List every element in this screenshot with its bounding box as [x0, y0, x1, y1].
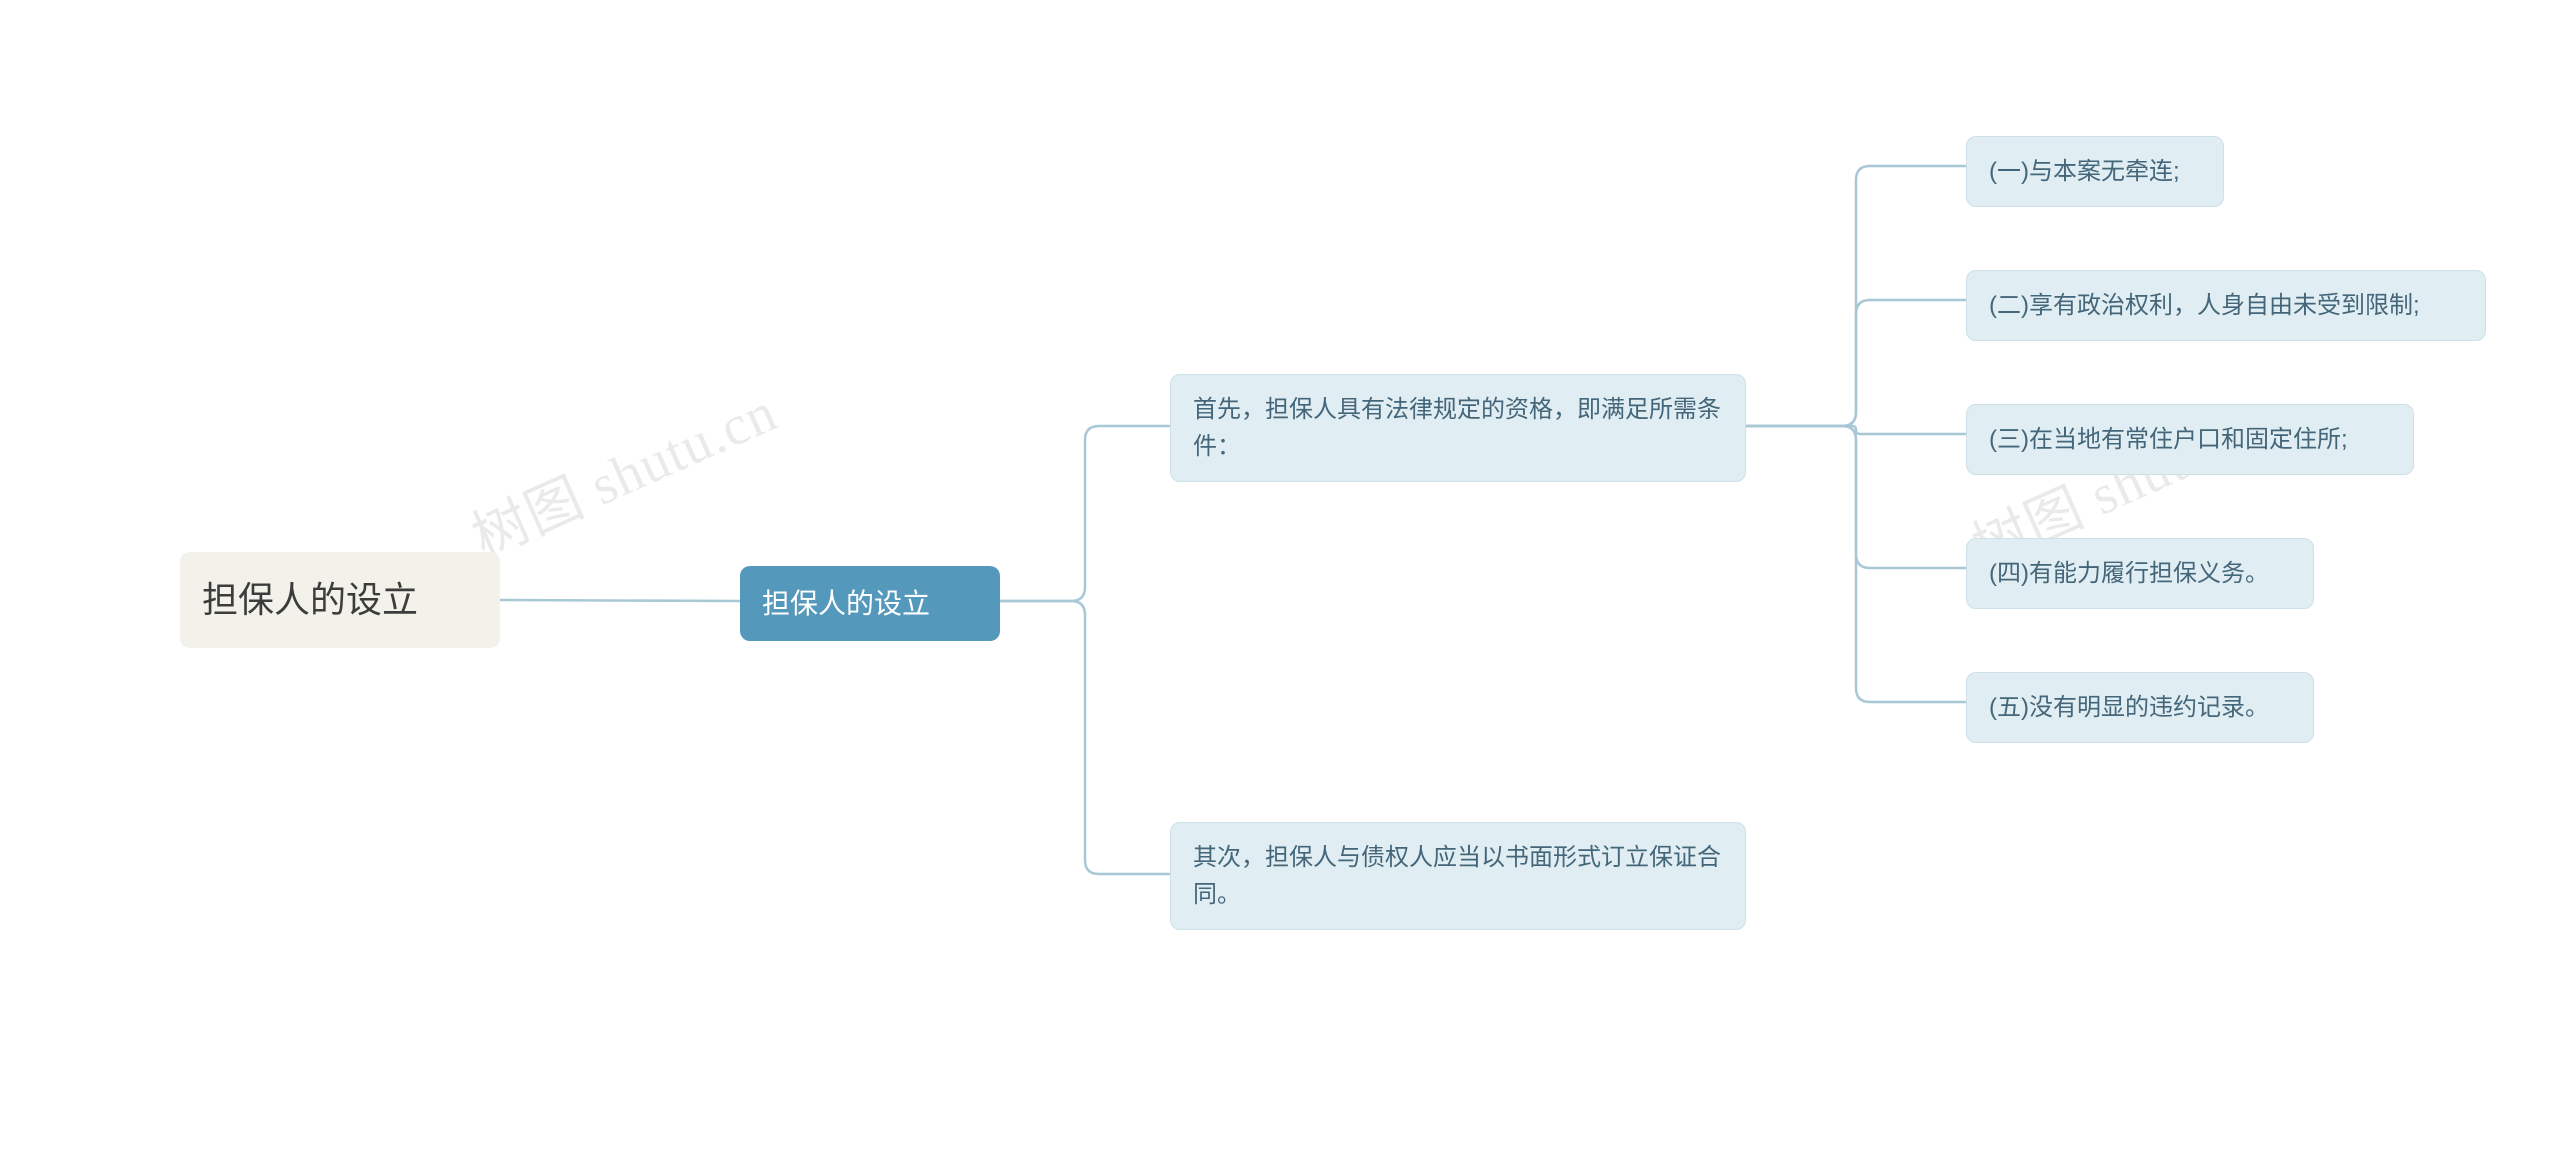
level2-node-conditions: 首先，担保人具有法律规定的资格，即满足所需条件：	[1170, 374, 1746, 482]
leaf-label-5: (五)没有明显的违约记录。	[1989, 689, 2269, 726]
connector	[500, 600, 740, 601]
connector	[1000, 426, 1170, 601]
leaf-node-4: (四)有能力履行担保义务。	[1966, 538, 2314, 609]
level2-label-a: 首先，担保人具有法律规定的资格，即满足所需条件：	[1193, 391, 1723, 465]
leaf-label-4: (四)有能力履行担保义务。	[1989, 555, 2269, 592]
leaf-node-5: (五)没有明显的违约记录。	[1966, 672, 2314, 743]
leaf-label-3: (三)在当地有常住户口和固定住所;	[1989, 421, 2348, 458]
leaf-label-1: (一)与本案无牵连;	[1989, 153, 2180, 190]
watermark-1: 树图 shutu.cn	[458, 367, 788, 573]
connector	[1746, 426, 1966, 702]
connector	[1746, 426, 1966, 568]
root-label: 担保人的设立	[202, 572, 418, 628]
level2-node-contract: 其次，担保人与债权人应当以书面形式订立保证合同。	[1170, 822, 1746, 930]
connector	[1746, 300, 1966, 426]
connector	[1746, 426, 1966, 434]
level2-label-b: 其次，担保人与债权人应当以书面形式订立保证合同。	[1193, 839, 1723, 913]
root-node: 担保人的设立	[180, 552, 500, 648]
connector	[1000, 601, 1170, 874]
leaf-node-1: (一)与本案无牵连;	[1966, 136, 2224, 207]
connector	[1746, 166, 1966, 426]
level1-node: 担保人的设立	[740, 566, 1000, 641]
level1-label: 担保人的设立	[762, 582, 930, 625]
leaf-node-2: (二)享有政治权利，人身自由未受到限制;	[1966, 270, 2486, 341]
leaf-node-3: (三)在当地有常住户口和固定住所;	[1966, 404, 2414, 475]
leaf-label-2: (二)享有政治权利，人身自由未受到限制;	[1989, 287, 2420, 324]
